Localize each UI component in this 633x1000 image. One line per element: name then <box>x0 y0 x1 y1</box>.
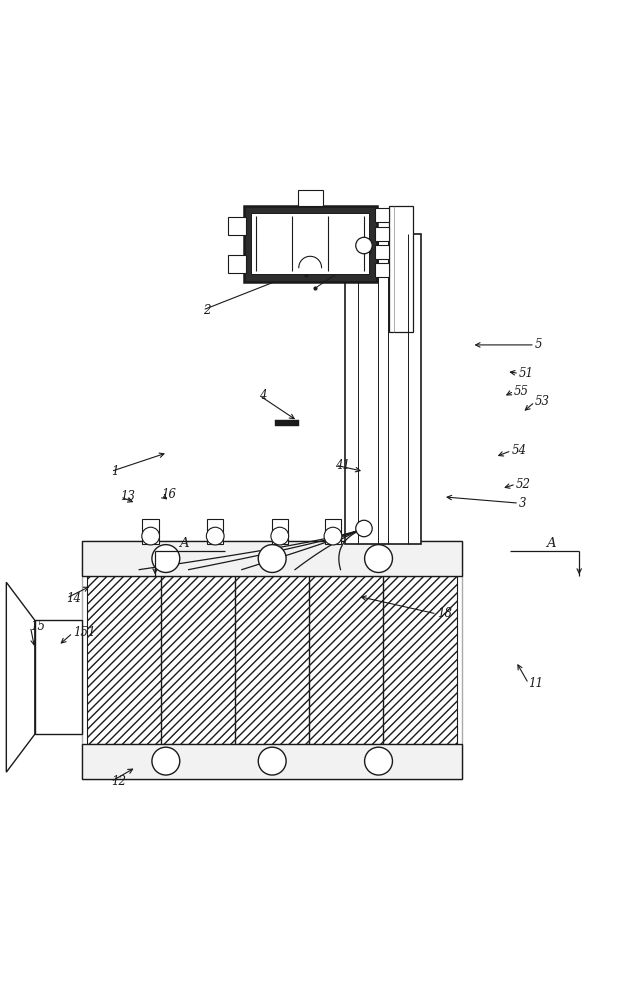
Text: 4: 4 <box>260 389 267 402</box>
Text: A: A <box>546 537 556 550</box>
Circle shape <box>356 520 372 537</box>
Text: 5: 5 <box>535 338 542 351</box>
Text: 51: 51 <box>519 367 534 380</box>
Text: 151: 151 <box>73 626 96 639</box>
Text: 15: 15 <box>30 620 46 633</box>
Bar <box>228 255 246 273</box>
Circle shape <box>356 237 372 254</box>
Circle shape <box>258 545 286 572</box>
Text: 54: 54 <box>511 444 527 457</box>
Bar <box>298 190 323 206</box>
Text: 12: 12 <box>111 775 126 788</box>
Bar <box>228 217 246 235</box>
Text: 52: 52 <box>516 478 531 491</box>
Bar <box>35 620 82 734</box>
Text: 2: 2 <box>203 304 210 317</box>
Circle shape <box>324 527 342 545</box>
Bar <box>87 576 457 744</box>
Circle shape <box>152 545 180 572</box>
Polygon shape <box>6 582 35 772</box>
Bar <box>244 206 377 282</box>
Bar <box>82 541 462 779</box>
Text: 1: 1 <box>111 465 118 478</box>
Bar <box>82 541 462 576</box>
Text: A: A <box>179 537 189 550</box>
Circle shape <box>152 747 180 775</box>
Text: 11: 11 <box>529 677 544 690</box>
Bar <box>207 519 223 544</box>
Text: 55: 55 <box>514 385 529 398</box>
Bar <box>375 208 389 222</box>
Bar <box>275 420 299 426</box>
Bar <box>251 213 369 274</box>
Circle shape <box>142 527 160 545</box>
Bar <box>375 263 389 277</box>
Text: 14: 14 <box>66 592 82 605</box>
Text: 13: 13 <box>120 490 135 503</box>
Bar <box>325 519 341 544</box>
Text: 53: 53 <box>535 395 550 408</box>
Text: 16: 16 <box>161 488 177 501</box>
Circle shape <box>365 747 392 775</box>
Bar <box>82 744 462 779</box>
Bar <box>375 245 389 259</box>
Bar <box>142 519 159 544</box>
Circle shape <box>258 747 286 775</box>
Text: 18: 18 <box>437 607 452 620</box>
Bar <box>375 227 389 241</box>
Bar <box>389 206 413 332</box>
Text: 41: 41 <box>335 459 351 472</box>
Bar <box>345 234 421 544</box>
Circle shape <box>206 527 224 545</box>
Circle shape <box>365 545 392 572</box>
Text: 3: 3 <box>519 497 527 510</box>
Circle shape <box>271 527 289 545</box>
Bar <box>272 519 288 544</box>
